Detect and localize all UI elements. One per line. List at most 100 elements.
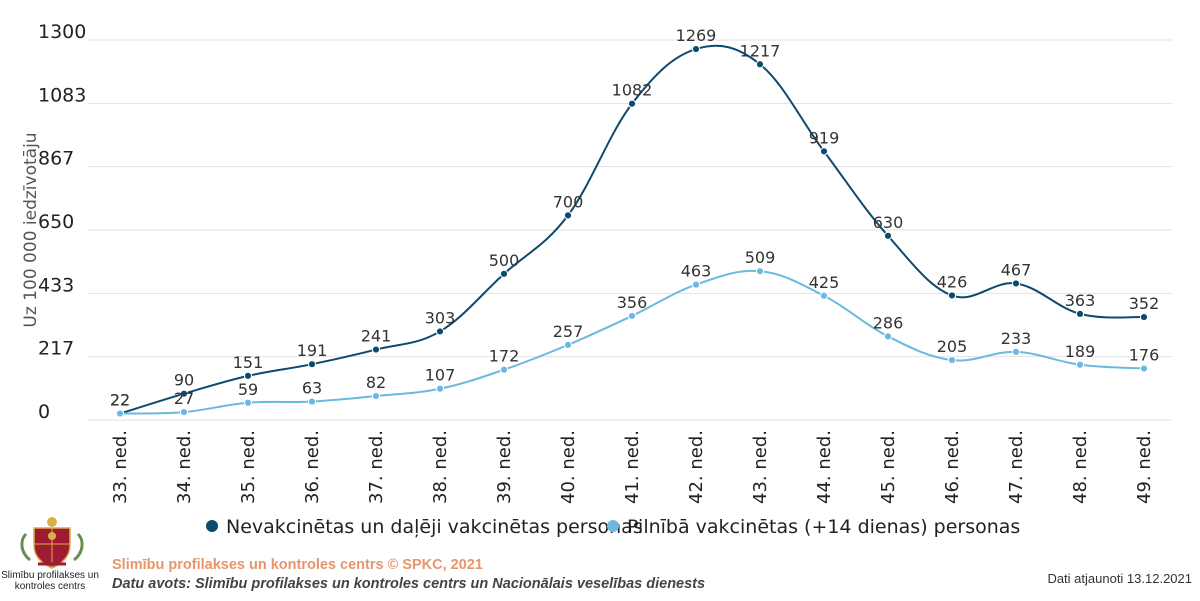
data-label: 286	[873, 313, 904, 332]
data-label: 1082	[612, 81, 653, 100]
x-tick-label: 33. ned.	[110, 430, 131, 504]
data-point	[115, 409, 125, 418]
x-tick-label: 44. ned.	[814, 430, 835, 504]
x-tick-label: 38. ned.	[430, 430, 451, 504]
data-point	[499, 269, 509, 278]
data-point	[755, 267, 765, 276]
y-tick-label: 433	[38, 274, 74, 296]
data-label: 500	[489, 251, 520, 270]
legend-label-2: Pilnībā vakcinētas (+14 dienas) personas	[627, 516, 1020, 538]
data-point	[435, 384, 445, 393]
logo-caption: Slimību profilakses un kontroles centrs	[0, 570, 100, 592]
data-point	[947, 355, 957, 365]
data-point	[1139, 364, 1149, 373]
data-label: 630	[873, 213, 904, 232]
data-label: 205	[937, 337, 968, 356]
data-point	[627, 99, 637, 108]
data-label: 426	[937, 272, 968, 291]
x-tick-label: 49. ned.	[1134, 430, 1155, 504]
data-label: 509	[745, 248, 776, 267]
data-point	[883, 231, 893, 240]
data-label: 22	[110, 391, 130, 410]
x-tick-label: 46. ned.	[942, 430, 963, 504]
data-label: 63	[302, 379, 322, 398]
data-label: 425	[809, 273, 840, 292]
data-point	[371, 391, 381, 401]
data-label: 172	[489, 347, 520, 366]
data-point	[1075, 309, 1085, 318]
logo-caption-line-2: kontroles centrs	[14, 581, 86, 592]
data-point	[755, 60, 765, 69]
x-tick-label: 47. ned.	[1006, 430, 1027, 504]
data-label: 257	[553, 322, 584, 341]
y-tick-label: 867	[38, 148, 74, 170]
data-point	[563, 211, 573, 220]
data-label: 303	[425, 308, 456, 327]
data-label: 356	[617, 293, 648, 312]
data-point	[371, 345, 381, 354]
data-point	[947, 291, 957, 300]
data-label: 189	[1065, 342, 1096, 361]
x-tick-label: 39. ned.	[494, 430, 515, 504]
data-label: 107	[425, 366, 456, 385]
x-tick-label: 35. ned.	[238, 430, 259, 504]
x-tick-label: 41. ned.	[622, 430, 643, 504]
data-label: 467	[1001, 260, 1032, 279]
y-tick-label: 650	[38, 211, 74, 233]
data-label: 82	[366, 373, 386, 392]
x-tick-label: 40. ned.	[558, 430, 579, 504]
latvia-coat-of-arms-icon	[20, 517, 84, 569]
credit-text: Slimību profilakses un kontroles centrs …	[112, 557, 483, 573]
data-point	[307, 397, 317, 406]
legend: Nevakcinētas un daļēji vakcinētas person…	[206, 516, 1020, 538]
data-label: 151	[233, 353, 264, 372]
y-tick-label: 0	[38, 401, 50, 423]
data-point	[1139, 313, 1149, 322]
x-axis-ticks: 33. ned. 34. ned. 35. ned. 36. ned. 37. ned.…	[110, 430, 1155, 504]
data-point	[179, 408, 189, 417]
y-tick-label: 1300	[38, 21, 86, 43]
y-tick-label: 217	[38, 338, 74, 360]
data-point	[1075, 360, 1085, 369]
data-label: 59	[238, 380, 258, 399]
data-point	[563, 340, 573, 349]
data-label: 700	[553, 192, 584, 211]
legend-label-1: Nevakcinētas un daļēji vakcinētas person…	[226, 516, 643, 538]
data-label: 22	[110, 391, 130, 410]
data-point	[1011, 347, 1021, 356]
line-chart: 0 217 433 650 867 1083 1300 Uz 100 000 iedzīvo…	[21, 21, 1172, 538]
x-tick-label: 43. ned.	[750, 430, 771, 504]
data-label: 191	[297, 341, 328, 360]
data-point	[883, 332, 893, 341]
data-point	[691, 280, 701, 289]
y-axis-label: Uz 100 000 iedzīvotāju	[21, 132, 41, 327]
data-label: 919	[809, 128, 840, 147]
x-tick-label: 37. ned.	[366, 430, 387, 504]
source-text: Datu avots: Slimību profilakses un kontr…	[112, 576, 706, 592]
y-tick-label: 1083	[38, 84, 86, 106]
data-point	[243, 371, 253, 380]
data-point	[499, 365, 509, 374]
y-axis-ticks: 0 217 433 650 867 1083 1300	[38, 21, 86, 423]
x-tick-label: 48. ned.	[1070, 430, 1091, 504]
x-tick-label: 45. ned.	[878, 430, 899, 504]
spkc-logo	[4, 514, 100, 600]
updated-date: Dati atjaunoti 13.12.2021	[1047, 571, 1192, 586]
data-label: 90	[174, 371, 194, 390]
data-point	[179, 389, 189, 398]
data-label: 352	[1129, 294, 1160, 313]
data-label: 1217	[740, 41, 781, 60]
data-point	[435, 327, 445, 336]
data-point	[691, 44, 701, 54]
data-label: 363	[1065, 291, 1096, 310]
data-point	[243, 398, 253, 407]
data-point	[819, 291, 829, 300]
data-label: 233	[1001, 329, 1032, 348]
data-labels: 22 90 151 191 241 303 500 700 1082 1269 1217 919 630…	[110, 26, 1159, 410]
legend-marker-1	[206, 520, 218, 532]
data-label: 176	[1129, 346, 1160, 365]
series-points	[115, 44, 1149, 418]
x-tick-label: 34. ned.	[174, 430, 195, 504]
data-label: 1269	[676, 26, 717, 45]
data-point	[627, 311, 637, 321]
